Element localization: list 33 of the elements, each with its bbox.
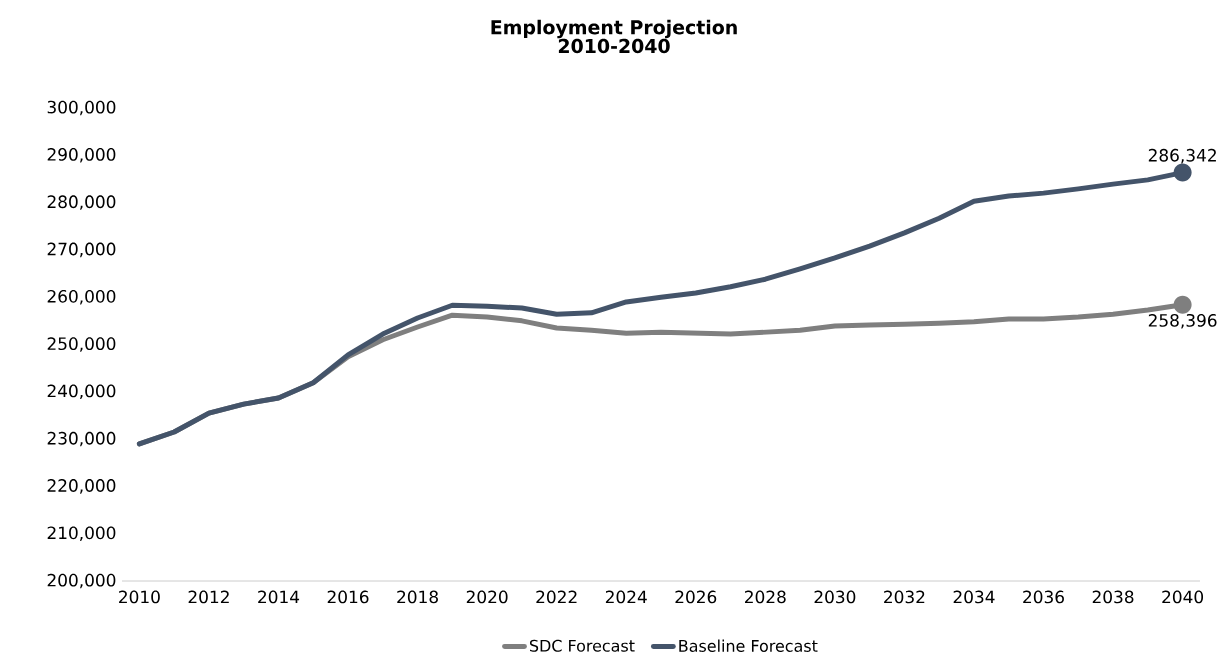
y-tick-label: 270,000 [47, 242, 116, 258]
x-tick-label: 2028 [745, 590, 786, 604]
data-label: 258,396 [1148, 313, 1217, 329]
y-tick-label: 210,000 [47, 526, 116, 541]
x-tick-label: 2026 [675, 590, 717, 604]
x-tick-label: 2038 [1092, 590, 1134, 604]
y-tick-label: 290,000 [47, 148, 116, 163]
x-tick-label: 2014 [258, 590, 300, 604]
chart-subtitle: 2010-2040 [558, 38, 670, 54]
x-tick-label: 2032 [884, 590, 925, 604]
x-tick-label: 2016 [327, 590, 369, 604]
x-tick-label: 2040 [1162, 590, 1204, 604]
x-tick-label: 2012 [188, 590, 229, 604]
x-tick-label: 2018 [397, 590, 438, 604]
x-tick-label: 2034 [953, 590, 995, 604]
y-tick-label: 200,000 [47, 573, 116, 589]
y-tick-label: 260,000 [47, 289, 116, 305]
y-tick-label: 220,000 [47, 479, 116, 494]
y-tick-label: 250,000 [47, 337, 116, 352]
y-tick-label: 230,000 [47, 431, 116, 447]
x-tick-label: 2024 [605, 590, 647, 604]
x-tick-label: 2036 [1023, 590, 1064, 604]
x-tick-label: 2010 [119, 590, 160, 604]
x-tick-label: 2020 [466, 590, 508, 604]
legend-label: SDC Forecast [529, 639, 635, 652]
data-label: 286,342 [1148, 148, 1216, 164]
x-tick-label: 2030 [814, 590, 856, 604]
y-tick-label: 300,000 [47, 100, 116, 116]
x-tick-label: 2022 [536, 590, 577, 604]
y-tick-label: 280,000 [47, 195, 116, 210]
legend-label: Baseline Forecast [679, 639, 818, 652]
y-tick-label: 240,000 [47, 384, 116, 400]
chart-title: Employment Projection [491, 19, 737, 39]
